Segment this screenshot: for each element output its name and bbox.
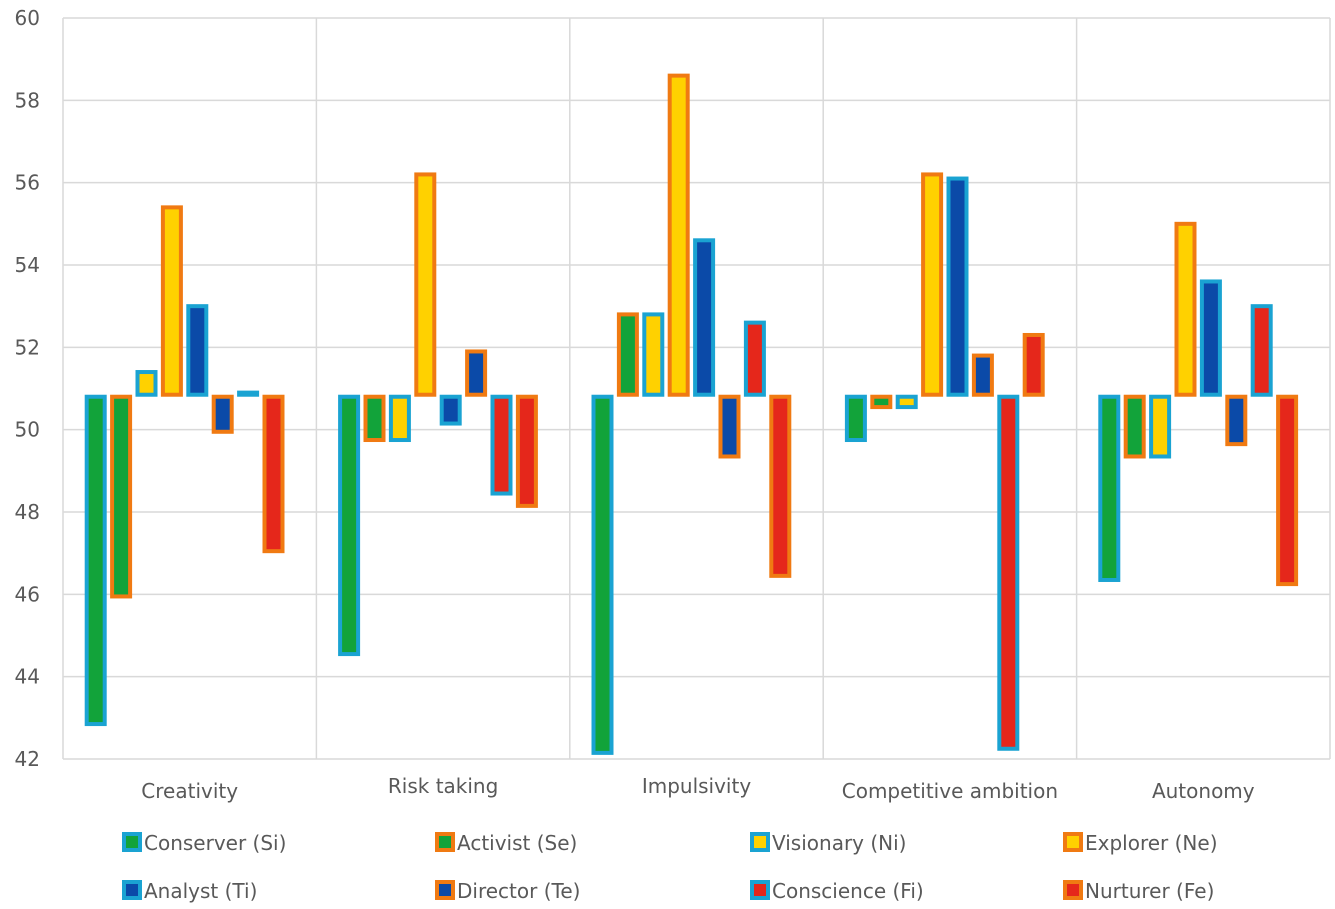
- category-label: Risk taking: [388, 774, 498, 798]
- legend-item: Activist (Se): [435, 831, 577, 855]
- bar: [135, 370, 158, 397]
- bar: [997, 394, 1020, 751]
- legend-item: Conscience (Fi): [750, 879, 924, 903]
- bar: [338, 394, 361, 657]
- category-label: Autonomy: [1152, 779, 1255, 803]
- bar: [946, 176, 969, 397]
- legend-swatch: [750, 832, 770, 852]
- bar: [895, 394, 918, 410]
- legend-swatch: [122, 880, 142, 900]
- bar: [667, 73, 690, 397]
- legend: Conserver (Si) Activist (Se) Visionary (Ni…: [122, 831, 1218, 903]
- bar: [439, 394, 462, 426]
- bar: [515, 394, 538, 508]
- legend-item: Director (Te): [435, 879, 580, 903]
- legend-item: Nurturer (Fe): [1063, 879, 1214, 903]
- category-labels: Creativity Risk taking Impulsivity Competit…: [141, 774, 1254, 803]
- bar: [1098, 394, 1121, 582]
- bar: [1022, 332, 1045, 397]
- bar: [743, 320, 766, 397]
- category-label: Competitive ambition: [842, 779, 1058, 803]
- bar: [490, 394, 513, 496]
- category-label: Creativity: [141, 779, 238, 803]
- y-tick-label: 42: [15, 747, 40, 771]
- y-tick-label: 60: [15, 6, 40, 30]
- bar: [642, 312, 665, 397]
- bar: [870, 394, 893, 410]
- legend-label: Conserver (Si): [144, 831, 286, 855]
- bars: [84, 73, 1299, 755]
- bar: [1199, 279, 1222, 397]
- y-tick-label: 52: [15, 335, 40, 359]
- legend-label: Explorer (Ne): [1085, 831, 1218, 855]
- y-tick-label: 54: [15, 253, 40, 277]
- legend-label: Conscience (Fi): [772, 879, 924, 903]
- y-tick-label: 46: [15, 582, 40, 606]
- legend-swatch: [1063, 880, 1083, 900]
- legend-swatch: [1063, 832, 1083, 852]
- bar: [591, 394, 614, 755]
- legend-label: Visionary (Ni): [772, 831, 906, 855]
- bar: [160, 205, 183, 397]
- bar: [921, 172, 944, 397]
- y-tick-label: 44: [15, 665, 40, 689]
- bar: [110, 394, 133, 599]
- bar: [1174, 221, 1197, 397]
- bar: [1276, 394, 1299, 587]
- bar: [718, 394, 741, 459]
- legend-item: Conserver (Si): [122, 831, 286, 855]
- bar: [211, 394, 234, 434]
- legend-item: Analyst (Ti): [122, 879, 257, 903]
- category-label: Impulsivity: [642, 774, 752, 798]
- bar: [971, 353, 994, 397]
- legend-label: Nurturer (Fe): [1085, 879, 1214, 903]
- y-tick-label: 48: [15, 500, 40, 524]
- legend-swatch: [435, 880, 455, 900]
- bar: [844, 394, 867, 443]
- bar: [388, 394, 411, 443]
- bar: [363, 394, 386, 443]
- legend-swatch: [750, 880, 770, 900]
- bar: [1225, 394, 1248, 447]
- legend-swatch: [435, 832, 455, 852]
- bar: [84, 394, 107, 727]
- legend-label: Analyst (Ti): [144, 879, 257, 903]
- y-tick-label: 58: [15, 88, 40, 112]
- bar: [186, 304, 209, 397]
- legend-label: Activist (Se): [457, 831, 577, 855]
- bar: [1123, 394, 1146, 459]
- y-tick-label: 56: [15, 171, 40, 195]
- legend-item: Explorer (Ne): [1063, 831, 1218, 855]
- bar: [769, 394, 792, 578]
- bar: [1250, 304, 1273, 397]
- y-tick-label: 50: [15, 418, 40, 442]
- bar: [465, 349, 488, 397]
- y-axis-ticks: 42 44 46 48 50 52 54 56 58 60: [15, 6, 40, 771]
- bar: [693, 238, 716, 397]
- bar: [237, 390, 260, 397]
- bar: [616, 312, 639, 397]
- bar: [262, 394, 285, 554]
- legend-item: Visionary (Ni): [750, 831, 906, 855]
- bar: [1149, 394, 1172, 459]
- legend-label: Director (Te): [457, 879, 580, 903]
- bar: [414, 172, 437, 397]
- legend-swatch: [122, 832, 142, 852]
